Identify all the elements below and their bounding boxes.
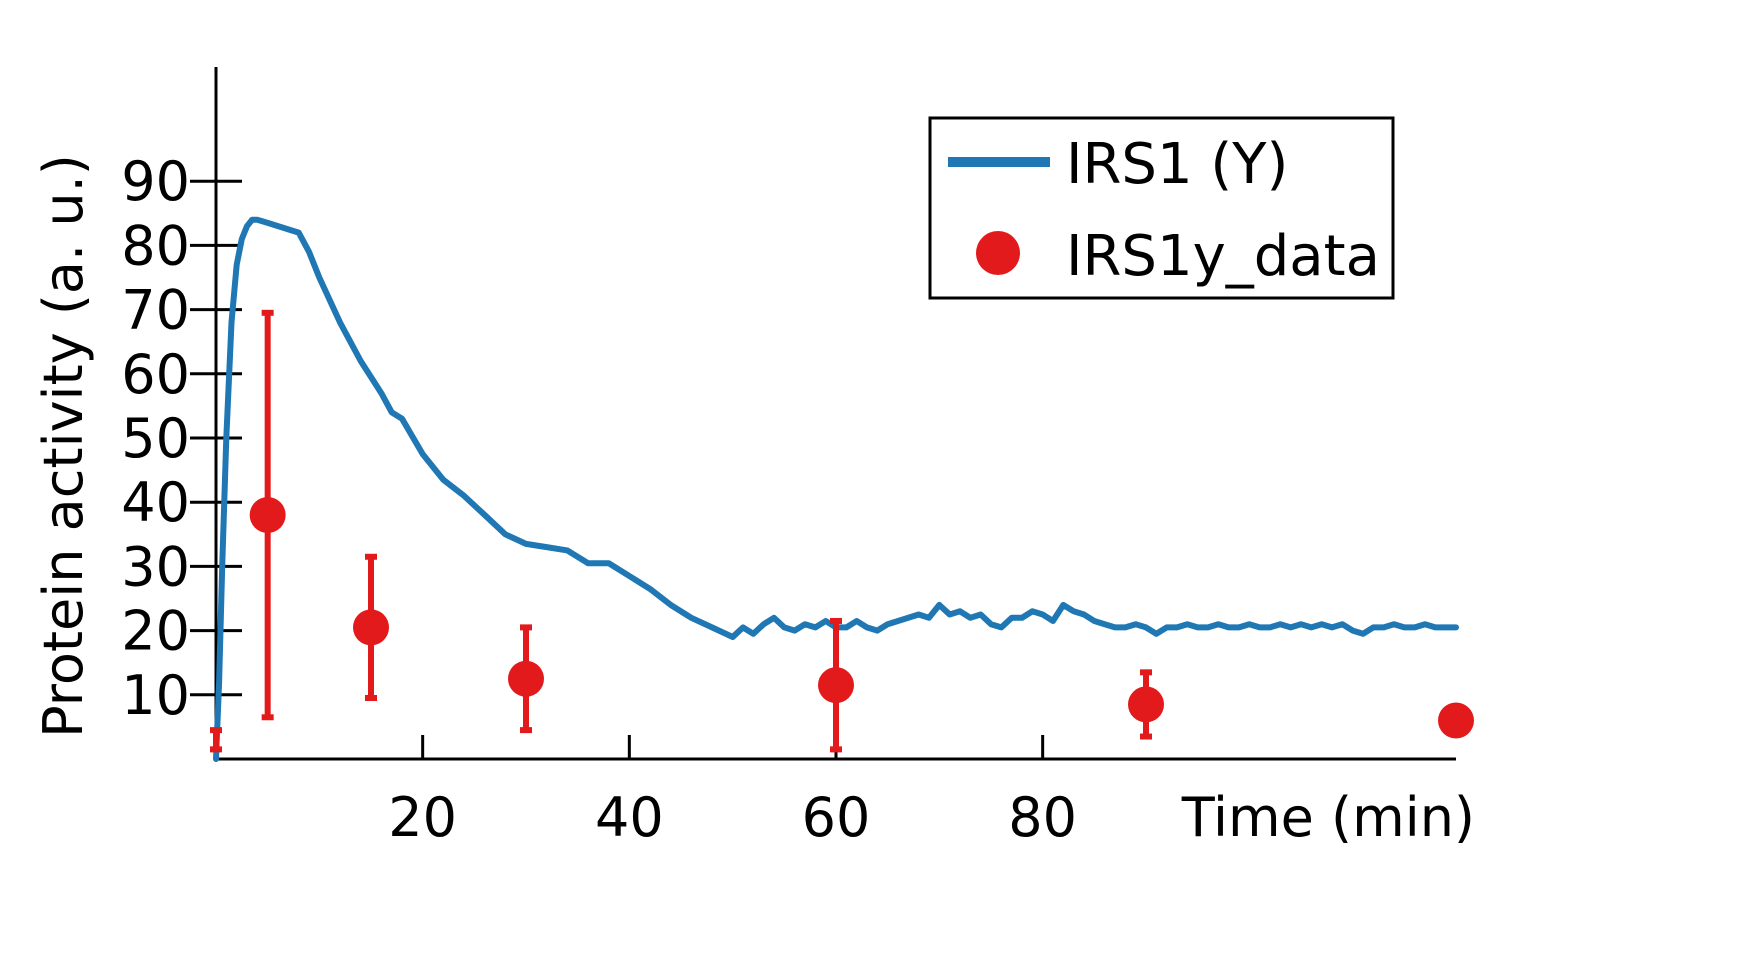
y-tick-label: 40 xyxy=(121,471,190,534)
legend-marker-swatch xyxy=(976,231,1020,275)
data-point xyxy=(249,497,286,534)
y-tick-label: 10 xyxy=(121,664,190,727)
data-point xyxy=(508,660,544,697)
x-tick-label: 20 xyxy=(388,786,457,849)
y-axis-title: Protein activity (a. u.) xyxy=(32,154,95,738)
y-tick-label: 30 xyxy=(121,535,190,598)
data-point xyxy=(818,667,854,704)
legend: IRS1 (Y) IRS1y_data xyxy=(928,116,1395,300)
x-tick-label: 80 xyxy=(1008,786,1077,849)
x-axis-title: Time (min) xyxy=(1181,786,1475,849)
y-tick-label: 60 xyxy=(121,343,190,406)
data-point xyxy=(1128,686,1164,723)
x-ticks: 20 40 60 80 xyxy=(388,735,1077,849)
legend-label-irs1y-data: IRS1y_data xyxy=(1066,224,1380,289)
x-tick-label: 40 xyxy=(595,786,664,849)
data-point xyxy=(1438,702,1474,739)
y-tick-label: 70 xyxy=(121,279,190,342)
y-tick-label: 90 xyxy=(121,150,190,213)
x-tick-label: 60 xyxy=(802,786,871,849)
y-tick-label: 50 xyxy=(121,407,190,470)
data-point xyxy=(353,609,389,646)
y-tick-label: 80 xyxy=(121,214,190,277)
legend-label-irs1: IRS1 (Y) xyxy=(1066,132,1288,197)
y-tick-label: 20 xyxy=(121,600,190,663)
irs1-line xyxy=(213,216,1459,762)
series-layer xyxy=(210,216,1474,762)
